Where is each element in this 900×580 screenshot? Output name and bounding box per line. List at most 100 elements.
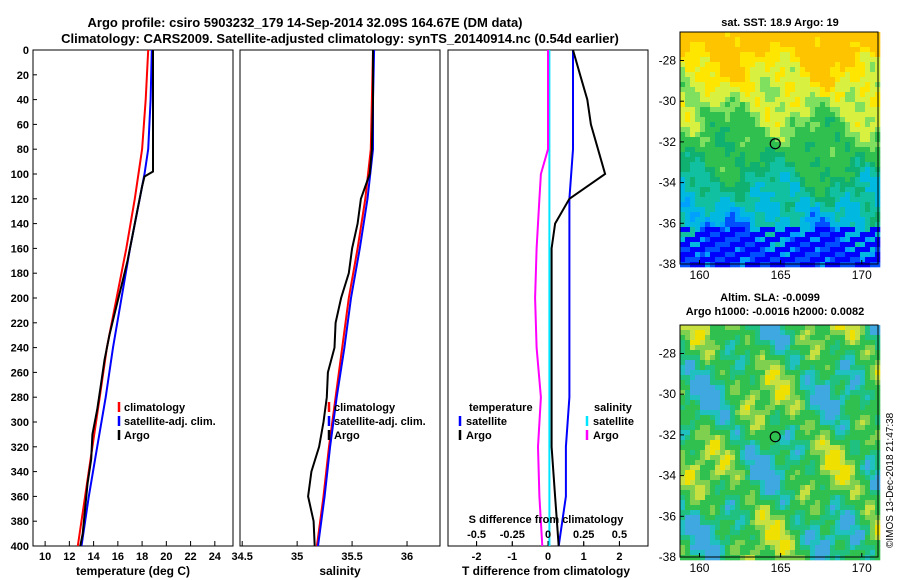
map-cell <box>790 430 796 436</box>
map-cell <box>850 42 856 48</box>
map-cell <box>740 162 746 168</box>
map-cell <box>865 520 871 526</box>
map-cell <box>740 202 746 208</box>
map-cell <box>805 182 811 188</box>
map-cell <box>800 435 806 441</box>
map-cell <box>725 82 731 88</box>
map-cell <box>720 405 726 411</box>
map-cell <box>850 355 856 361</box>
map-cell <box>735 122 741 128</box>
argo-position-marker <box>769 138 781 150</box>
map-cell <box>755 107 761 113</box>
map-cell <box>760 152 766 158</box>
map-cell <box>695 252 701 258</box>
map-cell <box>720 42 726 48</box>
map-cell <box>775 92 781 98</box>
depth-tick-label: 320 <box>11 442 29 454</box>
map-cell <box>790 535 796 541</box>
map-cell <box>720 117 726 123</box>
map-cell <box>805 32 811 38</box>
map-cell <box>845 335 851 341</box>
map-cell <box>865 335 871 341</box>
map-cell <box>800 137 806 143</box>
map-cell <box>730 505 736 511</box>
map-cell <box>865 550 871 556</box>
map-cell <box>860 182 866 188</box>
map-cell <box>770 515 776 521</box>
map-cell <box>730 72 736 78</box>
map-cell <box>750 207 756 213</box>
map-cell <box>755 92 761 98</box>
map-cell <box>685 97 691 103</box>
map-cell <box>865 555 871 561</box>
series-line-d-0 <box>557 50 574 547</box>
map-cell <box>720 400 726 406</box>
map-cell <box>870 555 876 561</box>
map-cell <box>855 72 861 78</box>
map-cell <box>795 87 801 93</box>
map-cell <box>820 460 826 466</box>
map-cell <box>710 500 716 506</box>
map-cell <box>755 177 761 183</box>
map-cell <box>820 147 826 153</box>
map-cell <box>840 77 846 83</box>
map-cell <box>860 440 866 446</box>
map-cell <box>780 325 786 331</box>
map-cell <box>860 450 866 456</box>
map-cell <box>835 107 841 113</box>
map-cell <box>805 207 811 213</box>
map-cell <box>750 212 756 218</box>
map-cell <box>845 42 851 48</box>
map-cell <box>790 47 796 53</box>
map-cell <box>765 32 771 38</box>
map-cell <box>720 142 726 148</box>
map-cell <box>810 400 816 406</box>
map-cell <box>760 385 766 391</box>
map-cell <box>715 360 721 366</box>
map-cell <box>795 540 801 546</box>
map-cell <box>685 330 691 336</box>
map-cell <box>730 47 736 53</box>
map-cell <box>805 127 811 133</box>
map-cell <box>770 395 776 401</box>
map-cell <box>780 227 786 233</box>
map-cell <box>770 390 776 396</box>
map-cell <box>715 475 721 481</box>
map-cell <box>695 385 701 391</box>
map-cell <box>775 470 781 476</box>
map-cell <box>735 470 741 476</box>
map-cell <box>690 435 696 441</box>
map-cell <box>805 177 811 183</box>
map-cell <box>770 555 776 561</box>
map-cell <box>840 460 846 466</box>
map-cell <box>730 440 736 446</box>
map-cell <box>840 262 846 268</box>
map-cell <box>795 440 801 446</box>
map-cell <box>820 390 826 396</box>
map-cell <box>800 450 806 456</box>
map-cell <box>810 37 816 43</box>
map-cell <box>825 127 831 133</box>
map-cell <box>750 385 756 391</box>
map-cell <box>790 162 796 168</box>
map-cell <box>690 420 696 426</box>
map-cell <box>845 257 851 263</box>
map-cell <box>820 455 826 461</box>
map-cell <box>860 330 866 336</box>
map-cell <box>735 57 741 63</box>
map-cell <box>685 192 691 198</box>
map-cell <box>685 460 691 466</box>
map-cell <box>745 122 751 128</box>
map-cell <box>695 152 701 158</box>
map-cell <box>785 415 791 421</box>
map-cell <box>735 375 741 381</box>
map-cell <box>690 97 696 103</box>
map-cell <box>810 102 816 108</box>
map-cell <box>755 72 761 78</box>
map-cell <box>860 415 866 421</box>
map-cell <box>785 117 791 123</box>
map-cell <box>805 37 811 43</box>
map-cell <box>850 247 856 253</box>
map-cell <box>785 440 791 446</box>
map-cell <box>735 257 741 263</box>
